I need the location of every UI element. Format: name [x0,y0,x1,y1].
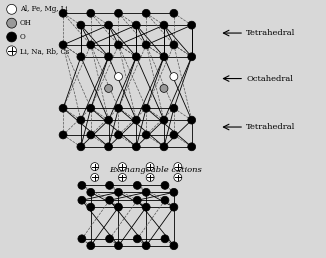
Circle shape [170,9,178,17]
Circle shape [160,116,168,124]
Circle shape [114,188,123,196]
Circle shape [114,242,123,250]
Circle shape [87,203,95,211]
Circle shape [146,174,154,181]
Circle shape [91,163,99,171]
Circle shape [170,41,178,49]
Circle shape [170,131,178,139]
Circle shape [161,196,169,204]
Circle shape [160,53,168,61]
Text: Tetrahedral: Tetrahedral [246,29,295,37]
Text: O: O [20,33,25,41]
Circle shape [160,84,168,92]
Circle shape [161,181,169,189]
Circle shape [87,131,95,139]
Circle shape [78,181,86,189]
Circle shape [142,203,150,211]
Circle shape [105,84,112,92]
Circle shape [77,116,85,124]
Circle shape [170,188,178,196]
Circle shape [106,181,113,189]
Circle shape [77,53,85,61]
Text: Octahedral: Octahedral [246,75,293,83]
Circle shape [7,18,17,28]
Circle shape [105,53,112,61]
Circle shape [114,9,123,17]
Text: OH: OH [20,19,31,27]
Circle shape [114,203,123,211]
Circle shape [188,21,196,29]
Circle shape [106,196,113,204]
Circle shape [118,163,126,171]
Circle shape [133,196,141,204]
Circle shape [87,242,95,250]
Circle shape [114,131,123,139]
Circle shape [142,104,150,112]
Circle shape [170,104,178,112]
Circle shape [132,53,140,61]
Circle shape [142,188,150,196]
Circle shape [160,143,168,151]
Circle shape [77,143,85,151]
Circle shape [105,143,112,151]
Circle shape [87,9,95,17]
Circle shape [132,116,140,124]
Circle shape [114,72,123,80]
Circle shape [132,21,140,29]
Circle shape [170,242,178,250]
Circle shape [132,143,140,151]
Circle shape [142,41,150,49]
Circle shape [170,203,178,211]
Circle shape [174,174,182,181]
Circle shape [7,32,17,42]
Circle shape [146,163,154,171]
Circle shape [78,196,86,204]
Circle shape [118,174,126,181]
Circle shape [114,41,123,49]
Circle shape [114,104,123,112]
Circle shape [7,4,17,14]
Circle shape [7,46,17,56]
Circle shape [170,72,178,80]
Circle shape [87,41,95,49]
Text: Al, Fe, Mg, Li: Al, Fe, Mg, Li [20,5,67,13]
Circle shape [133,235,141,243]
Circle shape [59,9,67,17]
Circle shape [142,242,150,250]
Circle shape [87,188,95,196]
Circle shape [105,116,112,124]
Text: Exchangeable cations: Exchangeable cations [109,166,201,174]
Circle shape [59,104,67,112]
Circle shape [91,174,99,181]
Text: Li, Na, Rb, Cs: Li, Na, Rb, Cs [20,47,69,55]
Circle shape [78,235,86,243]
Circle shape [174,163,182,171]
Circle shape [188,143,196,151]
Circle shape [106,235,113,243]
Circle shape [188,116,196,124]
Text: Tetrahedral: Tetrahedral [246,123,295,131]
Circle shape [188,53,196,61]
Circle shape [105,21,112,29]
Circle shape [161,235,169,243]
Circle shape [59,131,67,139]
Circle shape [59,41,67,49]
Circle shape [142,9,150,17]
Circle shape [142,131,150,139]
Circle shape [77,21,85,29]
Circle shape [87,104,95,112]
Circle shape [160,21,168,29]
Circle shape [133,181,141,189]
